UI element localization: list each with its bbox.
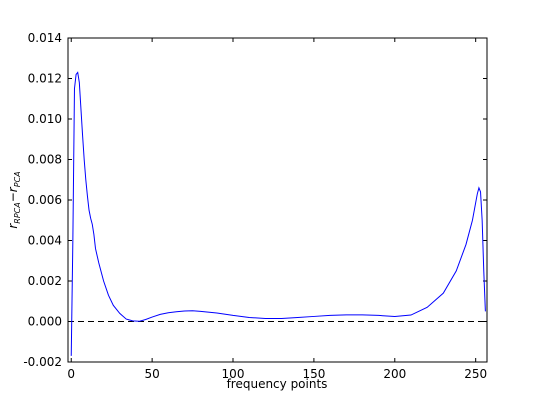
x-tick-label: 200 — [383, 367, 406, 381]
y-tick-label: 0.010 — [28, 112, 62, 126]
y-tick-label: 0.002 — [28, 274, 62, 288]
plot-frame — [67, 37, 488, 363]
data-line — [70, 71, 486, 356]
y-label-part: r — [6, 223, 20, 229]
y-tick-label: 0.014 — [28, 31, 62, 45]
x-tick-label: 150 — [302, 367, 325, 381]
x-tick-label: 100 — [222, 367, 245, 381]
x-tick-label: 250 — [464, 367, 487, 381]
y-label-part: − — [6, 192, 20, 202]
y-tick-label: 0.006 — [28, 193, 62, 207]
y-tick-label: 0.000 — [28, 315, 62, 329]
y-tick-label: 0.012 — [28, 72, 62, 86]
x-tick-label: 0 — [67, 367, 75, 381]
x-axis-label: frequency points — [227, 377, 328, 391]
y-label-part: r — [6, 186, 20, 192]
y-tick-label: -0.002 — [23, 355, 62, 369]
y-tick-label: 0.004 — [28, 234, 62, 248]
y-label-part: RPCA — [13, 202, 22, 223]
y-label-part: PCA — [13, 171, 22, 187]
y-axis-label: rRPCA−rPCA — [6, 171, 22, 228]
x-tick-label: 50 — [144, 367, 159, 381]
y-tick-label: 0.008 — [28, 153, 62, 167]
